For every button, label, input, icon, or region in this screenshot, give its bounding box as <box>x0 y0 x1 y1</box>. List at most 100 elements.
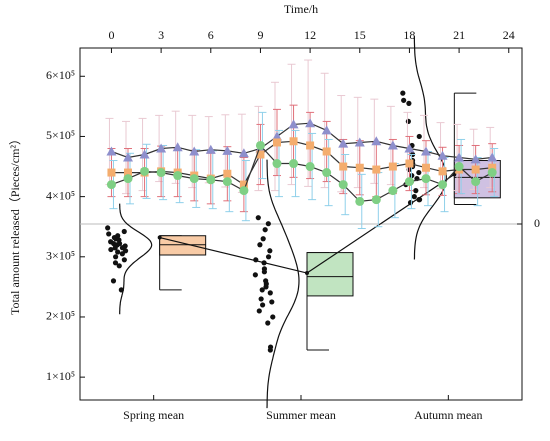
data-point <box>112 260 119 266</box>
circle-marker <box>438 180 448 190</box>
data-point <box>116 263 122 269</box>
x-tick-label: 18 <box>403 28 415 42</box>
circle-marker <box>487 168 497 178</box>
circle-marker <box>355 196 365 206</box>
triangle-marker <box>487 152 498 162</box>
x-tick-label: 0 <box>108 28 114 42</box>
circle-marker <box>173 171 183 181</box>
triangle-marker <box>305 118 316 128</box>
data-point <box>121 257 127 263</box>
circle-marker <box>106 180 116 190</box>
triangle-marker <box>139 149 150 159</box>
triangle-marker <box>454 152 465 162</box>
square-marker <box>488 163 497 172</box>
square-marker <box>289 137 298 146</box>
triangle-marker <box>338 138 349 148</box>
square-marker <box>306 141 315 150</box>
data-point <box>267 347 273 353</box>
y-tick-label: 2×10⁵ <box>46 309 75 323</box>
triangle-marker <box>238 148 249 158</box>
triangle-marker <box>156 143 167 153</box>
data-point <box>259 287 265 293</box>
mean-marker <box>157 235 162 240</box>
square-marker <box>388 162 397 171</box>
data-point <box>411 194 417 200</box>
data-point <box>257 242 263 248</box>
square-marker <box>421 163 430 172</box>
data-point <box>262 227 268 233</box>
circle-marker <box>454 162 464 172</box>
mean-marker <box>305 271 309 276</box>
square-marker <box>372 165 381 174</box>
data-point <box>258 296 264 302</box>
data-point <box>112 245 118 251</box>
density-curve <box>266 159 300 409</box>
circle-marker <box>255 140 265 150</box>
x-tick-label: 24 <box>503 28 515 42</box>
circle-marker <box>289 159 299 169</box>
data-point <box>406 100 412 106</box>
triangle-marker <box>470 154 481 164</box>
square-marker <box>355 163 364 172</box>
data-point <box>265 320 271 326</box>
data-point <box>256 308 262 314</box>
circle-marker <box>123 174 133 184</box>
circle-marker <box>239 186 249 196</box>
square-marker <box>107 168 116 177</box>
triangle-marker <box>123 152 134 162</box>
triangle-marker <box>205 144 216 154</box>
x-tick-label: 21 <box>453 28 465 42</box>
data-point <box>252 272 258 278</box>
triangle-marker <box>189 146 200 156</box>
y-tick-label: 5×10⁵ <box>46 128 75 142</box>
triangle-marker <box>354 137 365 147</box>
data-point <box>260 236 266 242</box>
series-line <box>111 122 493 160</box>
circle-marker <box>222 177 232 187</box>
triangle-marker <box>271 131 282 141</box>
data-point <box>265 254 272 260</box>
square-marker <box>239 180 248 189</box>
triangle-marker <box>172 142 183 152</box>
x-tick-label: 15 <box>354 28 366 42</box>
square-marker <box>322 147 331 156</box>
triangle-marker <box>371 136 382 146</box>
circle-marker <box>189 174 199 184</box>
y-tick-label: 1×10⁵ <box>46 369 75 383</box>
data-point <box>413 188 419 194</box>
data-point <box>405 118 411 125</box>
x-tick-label: 12 <box>304 28 316 42</box>
category-label: Summer mean <box>266 408 336 422</box>
circle-marker <box>371 195 381 205</box>
data-point <box>116 240 123 247</box>
density-curve <box>119 203 153 315</box>
circle-marker <box>338 180 348 190</box>
y-axis-title: Total amount released（Pieces/cm²） <box>8 133 22 315</box>
square-marker <box>256 150 265 159</box>
category-label: Autumn mean <box>414 408 482 422</box>
square-marker <box>405 159 414 168</box>
y-tick-label: 6×10⁵ <box>46 68 75 82</box>
data-point <box>118 287 124 293</box>
data-point <box>106 231 112 237</box>
data-point <box>110 278 117 284</box>
data-point <box>269 299 275 305</box>
data-point <box>255 215 261 221</box>
triangle-marker <box>222 145 233 155</box>
box <box>306 252 354 297</box>
data-point <box>400 90 406 96</box>
y-tick-label: 4×10⁵ <box>46 188 75 202</box>
category-label: Spring mean <box>123 408 184 422</box>
y2-tick-label: 0 <box>534 216 540 230</box>
x-tick-label: 6 <box>208 28 214 42</box>
triangle-marker <box>437 150 448 160</box>
circle-marker <box>305 162 315 172</box>
data-point <box>416 169 422 176</box>
data-point <box>261 269 267 275</box>
x-tick-label: 3 <box>158 28 164 42</box>
triangle-marker <box>387 140 398 150</box>
data-point <box>115 249 121 255</box>
data-point <box>265 221 271 227</box>
square-marker <box>339 162 348 171</box>
triangle-marker <box>420 146 431 156</box>
